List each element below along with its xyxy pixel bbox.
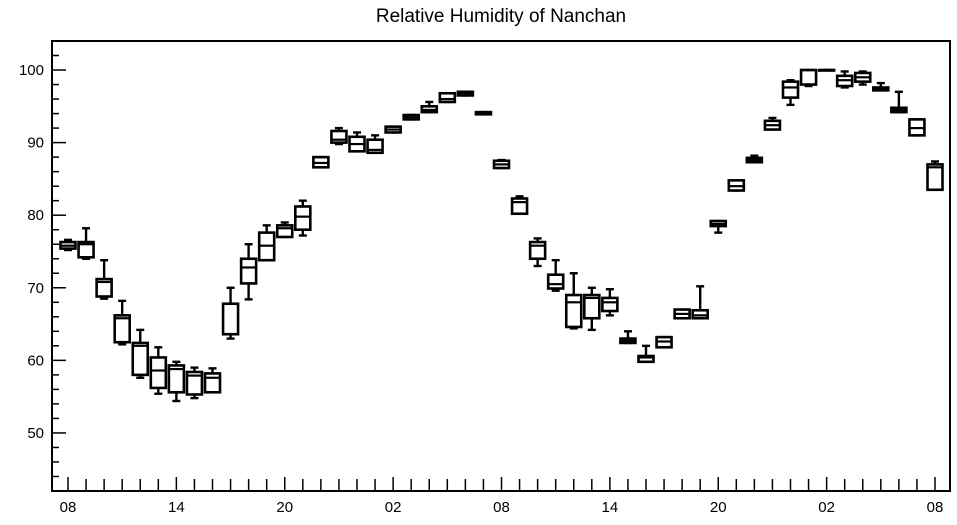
iqr-box [167, 364, 186, 394]
box-plot-item [673, 308, 691, 320]
x-axis: 08 14 20 02 08 14 20 02 08 [60, 477, 944, 516]
box-plot-item [456, 90, 475, 97]
y-tick-label: 80 [27, 207, 44, 224]
box-plot-item [835, 70, 854, 89]
box-plot-item [275, 221, 294, 239]
box-plot-item [402, 113, 420, 121]
box-plot-item [203, 367, 222, 394]
x-tick-label: 08 [493, 499, 510, 516]
box-plot-item [619, 330, 637, 345]
box-plot-item [817, 68, 836, 72]
x-tick-label: 08 [927, 499, 944, 516]
box-plot-item [384, 125, 402, 134]
x-tick-label: 20 [710, 499, 727, 516]
box-plot-item [890, 90, 908, 114]
box-plot-item [908, 118, 926, 137]
box-plot-item [239, 243, 258, 301]
y-tick-label: 60 [27, 352, 44, 369]
iqr-box [203, 372, 222, 394]
iqr-box [438, 91, 457, 104]
iqr-box [781, 80, 800, 99]
box-plot-item [131, 328, 150, 379]
box-series [59, 68, 944, 403]
x-tick-label: 02 [818, 499, 835, 516]
box-plot-item [492, 158, 511, 170]
iqr-box [294, 205, 312, 232]
iqr-box [77, 240, 95, 259]
box-plot-item [59, 238, 77, 252]
box-plot-item [709, 219, 728, 234]
box-plot-item [149, 346, 168, 395]
box-plot-item [781, 78, 800, 107]
iqr-box [510, 197, 529, 216]
plot-area-frame [51, 40, 951, 492]
box-plot-item [763, 116, 782, 131]
iqr-box [330, 129, 348, 144]
iqr-box [275, 224, 294, 239]
iqr-box [149, 356, 168, 390]
box-plot-item [546, 258, 565, 292]
y-tick-label: 50 [27, 425, 44, 442]
x-tick-label: 14 [602, 499, 619, 516]
box-plot-item [655, 335, 673, 349]
box-plot-item [77, 227, 95, 260]
box-plot-item [601, 288, 619, 317]
box-plot-item [221, 286, 240, 340]
box-plot-item [799, 68, 818, 88]
iqr-box [637, 354, 655, 364]
x-tick-label: 02 [385, 499, 402, 516]
box-plot-item [438, 91, 457, 104]
iqr-box [799, 68, 818, 86]
iqr-box [131, 341, 150, 377]
chart-title: Relative Humidity of Nanchan [376, 6, 626, 27]
box-plot-item [583, 286, 601, 332]
iqr-box [95, 277, 113, 298]
iqr-box [113, 314, 131, 344]
box-plot-item [528, 237, 547, 268]
box-plot-item [366, 134, 384, 155]
box-plot-item [727, 179, 746, 192]
box-plot-item [185, 366, 204, 400]
box-plot-item [872, 81, 890, 92]
y-axis: 50 60 70 80 90 100 [19, 40, 66, 478]
y-tick-label: 100 [19, 62, 44, 79]
box-plot-item [330, 126, 348, 146]
box-plot-item [294, 199, 312, 237]
iqr-box [564, 293, 583, 329]
x-tick-label: 14 [168, 499, 185, 516]
box-plot-item [95, 258, 113, 300]
iqr-box [926, 163, 944, 192]
iqr-box [601, 296, 619, 313]
iqr-box [583, 293, 601, 320]
iqr-box [239, 257, 258, 285]
box-plot-item [745, 154, 764, 164]
box-plot-item [637, 344, 655, 364]
iqr-box [546, 273, 565, 290]
box-plot-item [926, 160, 944, 192]
box-plot-item [474, 110, 493, 116]
box-plot-item [564, 272, 583, 330]
x-tick-label: 20 [276, 499, 293, 516]
box-plot-item [348, 131, 366, 153]
box-plot-item [312, 155, 330, 169]
box-plot-item [853, 70, 872, 86]
box-plot-item [691, 285, 709, 320]
box-plot-item [167, 360, 186, 403]
iqr-box [221, 302, 240, 336]
box-plot-item [420, 100, 439, 114]
box-plot-item [257, 224, 276, 262]
box-plot-item [113, 299, 131, 346]
box-plot-item [510, 195, 529, 216]
iqr-box [185, 370, 204, 396]
iqr-box [528, 240, 547, 261]
y-tick-label: 70 [27, 280, 44, 297]
y-tick-label: 90 [27, 135, 44, 152]
x-tick-label: 08 [60, 499, 77, 516]
